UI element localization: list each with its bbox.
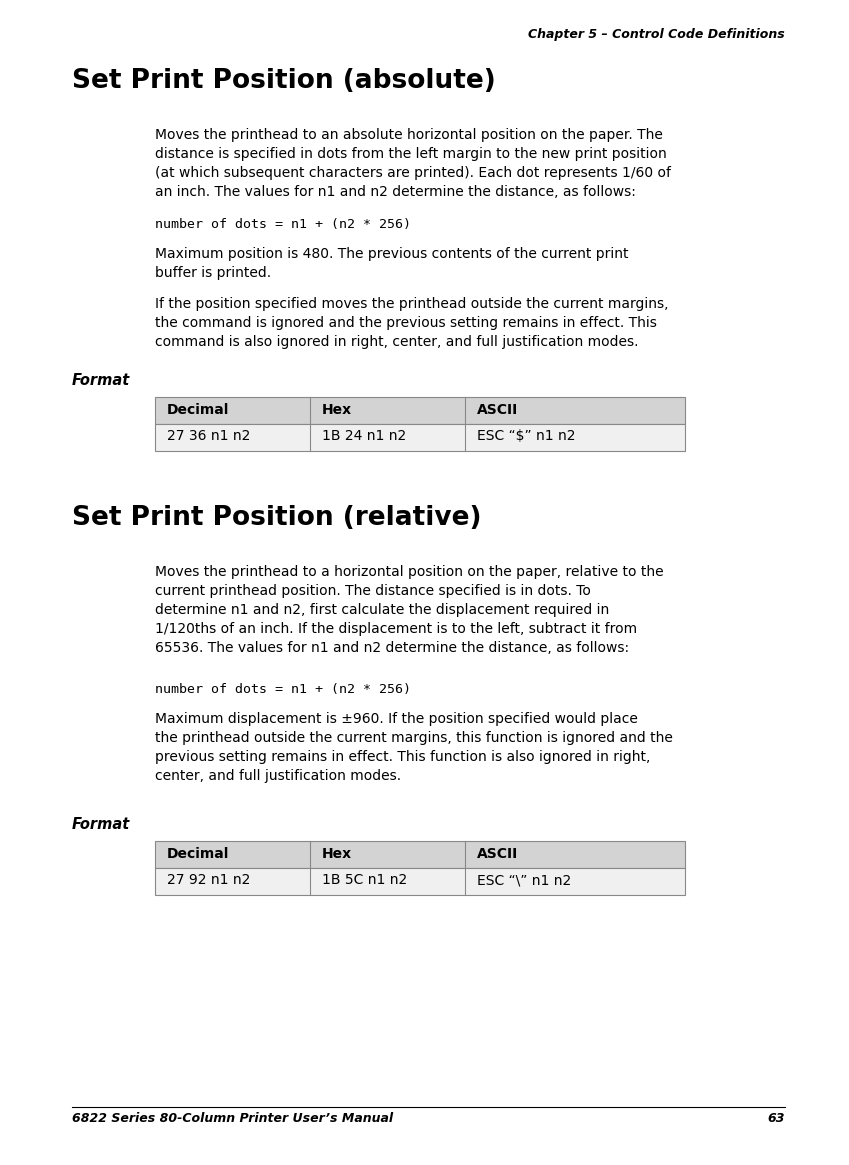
Text: number of dots = n1 + (n2 * 256): number of dots = n1 + (n2 * 256) [155, 218, 411, 231]
Text: Format: Format [72, 373, 130, 388]
Text: 1B 5C n1 n2: 1B 5C n1 n2 [322, 874, 408, 888]
Text: 1B 24 n1 n2: 1B 24 n1 n2 [322, 430, 407, 444]
Text: Chapter 5 – Control Code Definitions: Chapter 5 – Control Code Definitions [528, 28, 785, 41]
Text: Decimal: Decimal [167, 847, 229, 861]
Text: ASCII: ASCII [477, 402, 518, 417]
Text: 27 92 n1 n2: 27 92 n1 n2 [167, 874, 250, 888]
FancyBboxPatch shape [155, 868, 685, 895]
Text: Format: Format [72, 817, 130, 832]
Text: number of dots = n1 + (n2 * 256): number of dots = n1 + (n2 * 256) [155, 683, 411, 696]
Text: 6822 Series 80-Column Printer User’s Manual: 6822 Series 80-Column Printer User’s Man… [72, 1113, 393, 1125]
Text: Maximum position is 480. The previous contents of the current print
buffer is pr: Maximum position is 480. The previous co… [155, 247, 628, 280]
Text: Hex: Hex [322, 402, 352, 417]
Text: Set Print Position (absolute): Set Print Position (absolute) [72, 68, 496, 94]
Text: 63: 63 [767, 1113, 785, 1125]
Text: ESC “$” n1 n2: ESC “$” n1 n2 [477, 430, 576, 444]
Text: ESC “\” n1 n2: ESC “\” n1 n2 [477, 874, 571, 888]
Text: 27 36 n1 n2: 27 36 n1 n2 [167, 430, 250, 444]
Text: If the position specified moves the printhead outside the current margins,
the c: If the position specified moves the prin… [155, 297, 668, 348]
Text: ASCII: ASCII [477, 847, 518, 861]
FancyBboxPatch shape [155, 397, 685, 424]
Text: Set Print Position (relative): Set Print Position (relative) [72, 504, 481, 531]
Text: Maximum displacement is ±960. If the position specified would place
the printhea: Maximum displacement is ±960. If the pos… [155, 712, 673, 783]
Text: Moves the printhead to a horizontal position on the paper, relative to the
curre: Moves the printhead to a horizontal posi… [155, 565, 664, 655]
Text: Decimal: Decimal [167, 402, 229, 417]
Text: Moves the printhead to an absolute horizontal position on the paper. The
distanc: Moves the printhead to an absolute horiz… [155, 128, 671, 199]
Text: Hex: Hex [322, 847, 352, 861]
FancyBboxPatch shape [155, 841, 685, 868]
FancyBboxPatch shape [155, 424, 685, 451]
